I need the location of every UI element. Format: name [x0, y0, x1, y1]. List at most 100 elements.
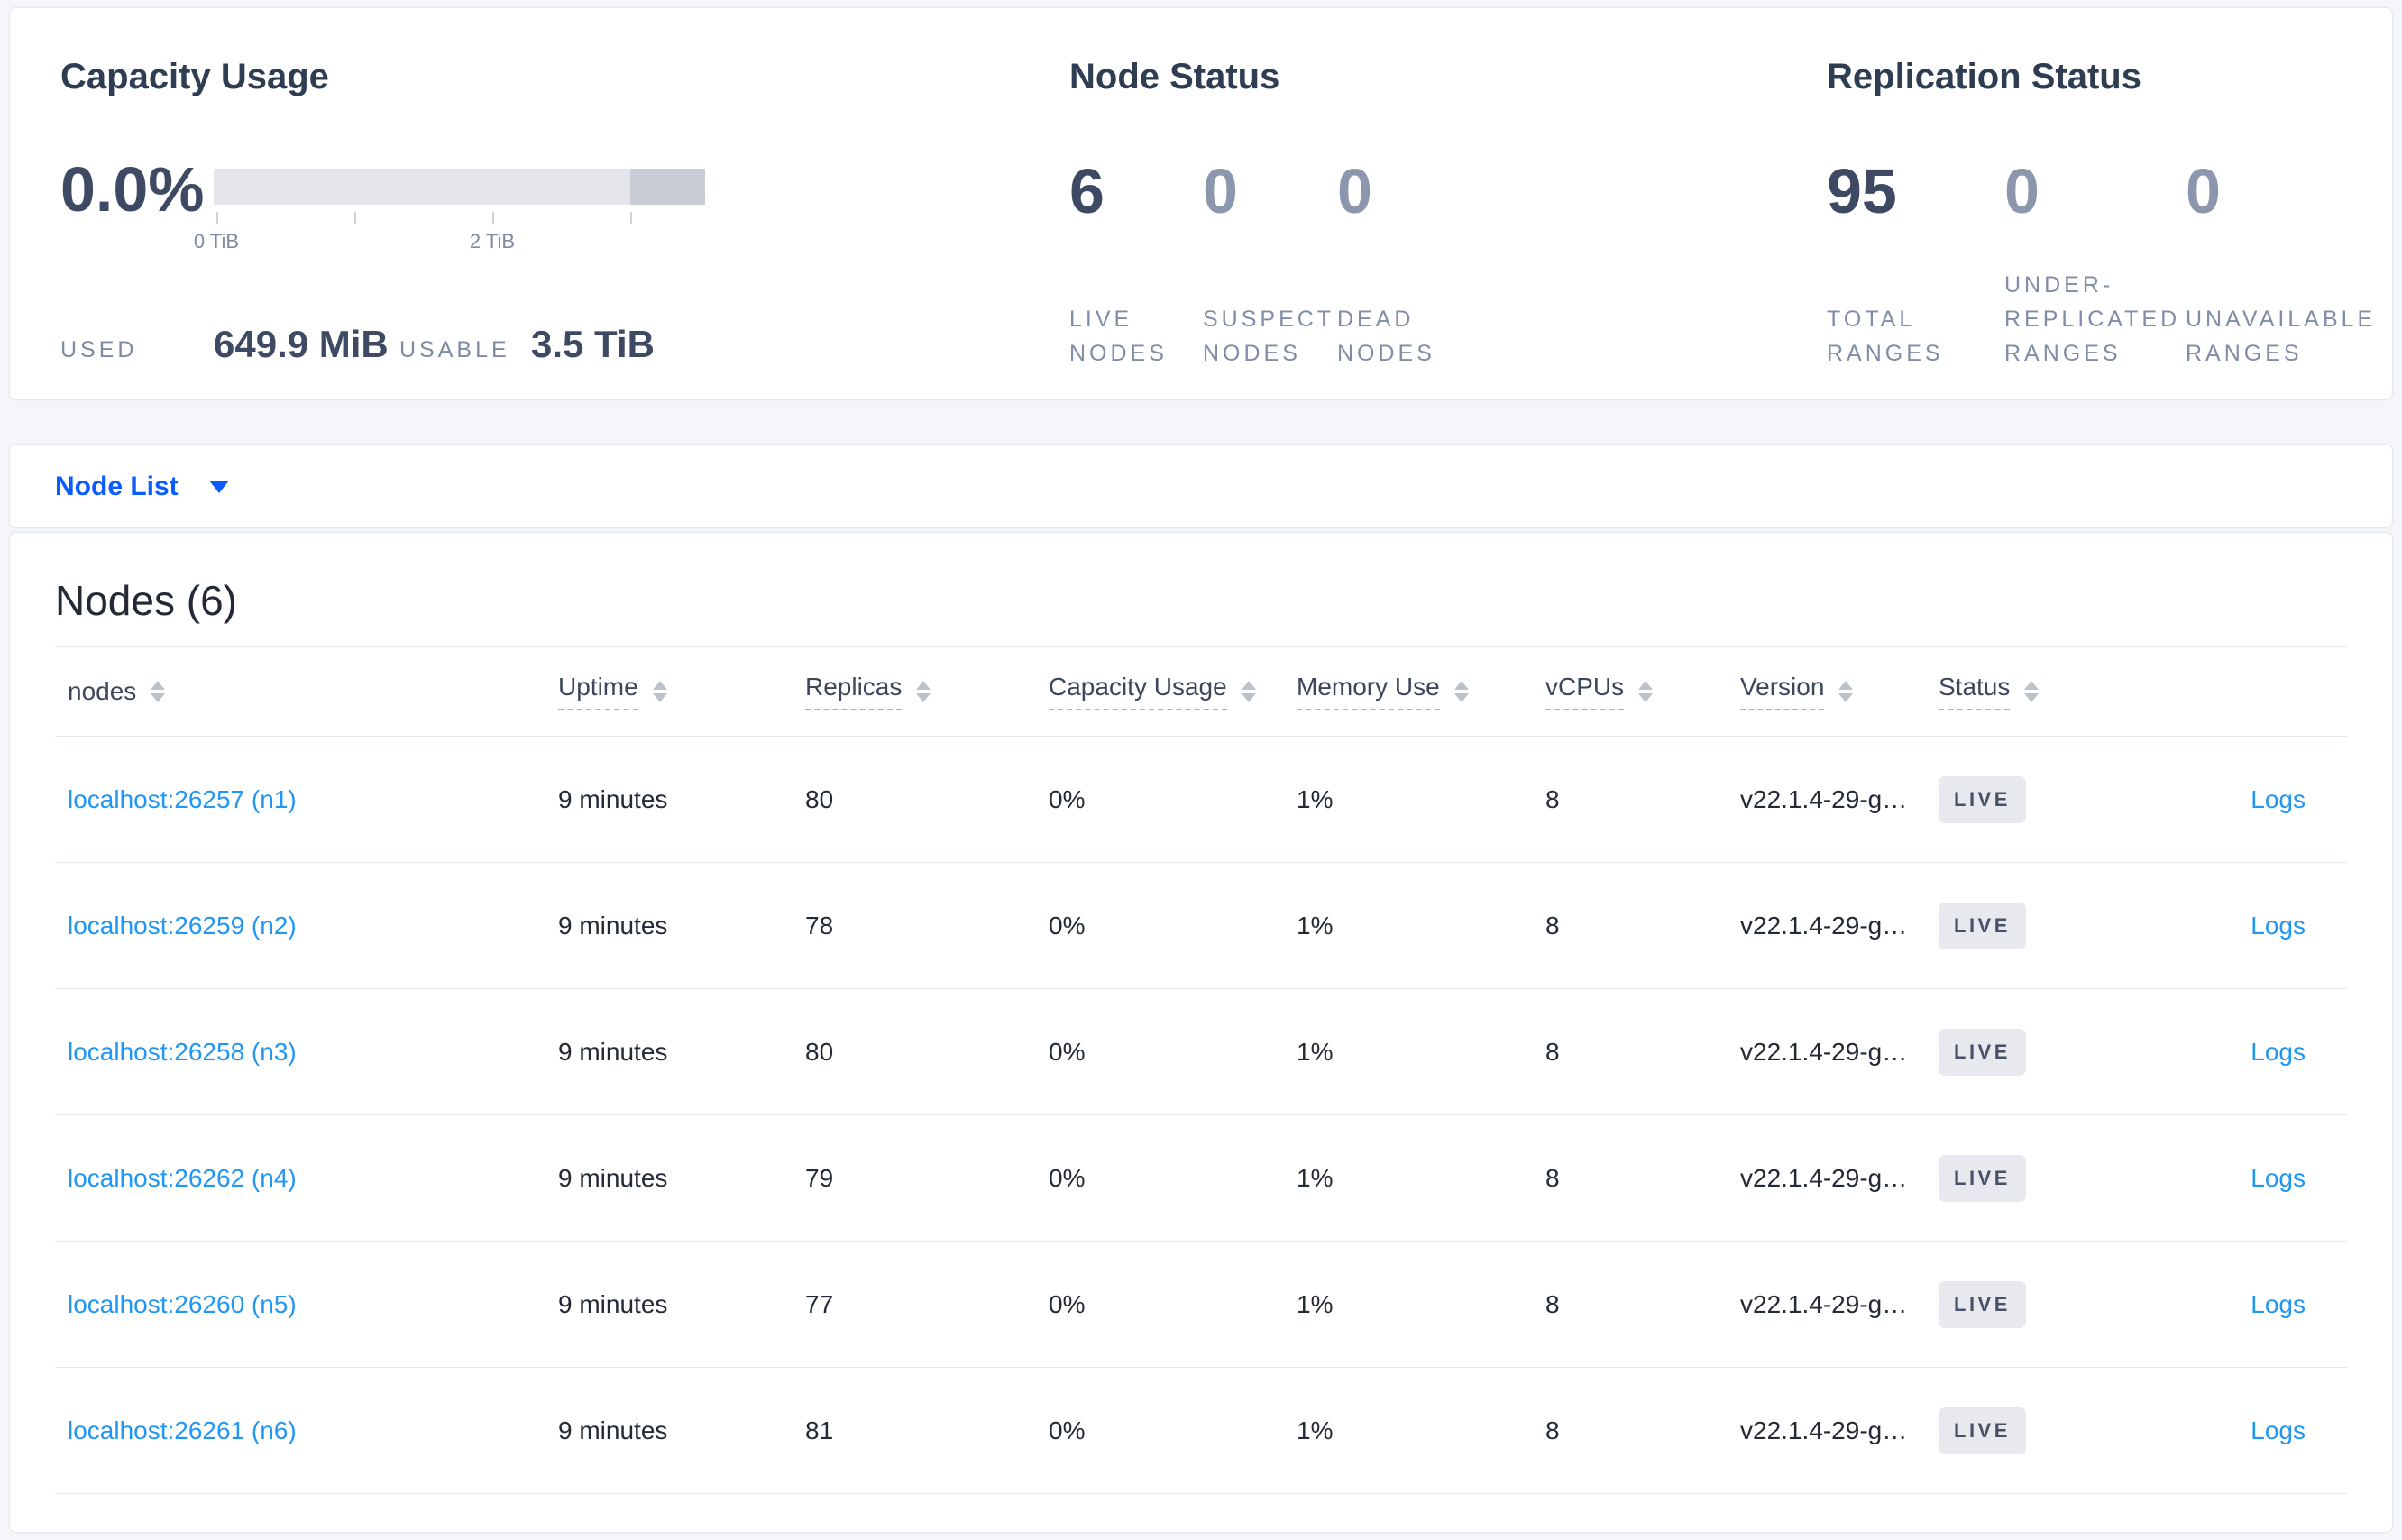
nodes-table-card: Nodes (6) nodes Uptime Replicas Capacity Us…: [9, 532, 2393, 1533]
gauge-tick: [354, 212, 356, 224]
cell-memory: 1%: [1297, 911, 1334, 940]
node-link[interactable]: localhost:26261 (n6): [68, 1416, 297, 1444]
table-row: localhost:26259 (n2) 9 minutes 78 0% 1% 8 v22.…: [55, 863, 2347, 989]
cell-vcpus: 8: [1545, 1163, 1560, 1192]
logs-link[interactable]: Logs: [2251, 1163, 2306, 1192]
sort-icon: [2024, 681, 2040, 702]
capacity-usage-title: Capacity Usage: [60, 57, 329, 96]
table-row: localhost:26257 (n1) 9 minutes 80 0% 1% 8 v22.…: [55, 737, 2347, 863]
cell-uptime: 9 minutes: [558, 1416, 668, 1444]
logs-link[interactable]: Logs: [2251, 911, 2306, 940]
cell-capacity: 0%: [1049, 911, 1086, 940]
table-header-row: nodes Uptime Replicas Capacity Usage Memory …: [55, 646, 2347, 737]
column-label-uptime: Uptime: [558, 673, 638, 710]
cell-uptime: 9 minutes: [558, 784, 668, 813]
live-nodes-label: LIVE NODES: [1069, 307, 1168, 366]
status-badge: LIVE: [1939, 775, 2026, 823]
suspect-nodes-label: SUSPECT NODES: [1203, 307, 1335, 366]
cluster-summary-panel: Capacity Usage 0.0% 0 TiB 2 TiB USED 649…: [9, 7, 2393, 400]
cell-capacity: 0%: [1049, 1416, 1086, 1444]
capacity-usage-section: Capacity Usage 0.0% 0 TiB 2 TiB USED 649…: [60, 55, 1016, 371]
cell-memory: 1%: [1297, 1416, 1334, 1444]
replication-labels: TOTAL RANGES UNDER- REPLICATED RANGES UN…: [1827, 268, 2384, 371]
cell-replicas: 78: [805, 911, 834, 940]
cell-replicas: 81: [805, 1416, 834, 1444]
cell-memory: 1%: [1297, 1289, 1334, 1318]
gauge-tick-label: 0 TiB: [193, 230, 240, 252]
unavailable-ranges-label: UNAVAILABLE RANGES: [2186, 307, 2377, 366]
cell-vcpus: 8: [1545, 784, 1560, 813]
dead-nodes-label: DEAD NODES: [1337, 307, 1435, 366]
unavailable-ranges-count: 0: [2186, 156, 2221, 226]
cell-vcpus: 8: [1545, 1037, 1560, 1066]
table-row: localhost:26260 (n5) 9 minutes 77 0% 1% 8 v22.…: [55, 1242, 2347, 1368]
column-header-uptime[interactable]: Uptime: [558, 673, 805, 710]
cell-version: v22.1.4-29-g…: [1740, 1416, 1908, 1444]
capacity-stats: USED 649.9 MiB USABLE 3.5 TiB: [60, 323, 655, 366]
status-badge: LIVE: [1939, 1154, 2026, 1202]
under-replicated-ranges-label: UNDER- REPLICATED RANGES: [2004, 272, 2181, 366]
node-link[interactable]: localhost:26257 (n1): [68, 784, 297, 813]
node-link[interactable]: localhost:26258 (n3): [68, 1037, 297, 1066]
cell-vcpus: 8: [1545, 911, 1560, 940]
table-row: localhost:26262 (n4) 9 minutes 79 0% 1% 8 v22.…: [55, 1115, 2347, 1242]
cell-replicas: 79: [805, 1163, 834, 1192]
column-header-replicas[interactable]: Replicas: [805, 673, 1049, 710]
node-link[interactable]: localhost:26262 (n4): [68, 1163, 297, 1192]
total-ranges-count: 95: [1827, 156, 1897, 226]
sort-icon: [1453, 681, 1469, 702]
cell-memory: 1%: [1297, 1163, 1334, 1192]
replication-status-section: Replication Status 95 0 0 TOTAL RANGES U…: [1827, 55, 2386, 371]
dead-nodes-count: 0: [1337, 156, 1372, 226]
live-nodes-count: 6: [1069, 156, 1105, 226]
status-badge: LIVE: [1939, 1028, 2026, 1076]
logs-link[interactable]: Logs: [2251, 1037, 2306, 1066]
usable-value: 3.5 TiB: [531, 323, 655, 365]
cell-memory: 1%: [1297, 784, 1334, 813]
column-header-version[interactable]: Version: [1740, 673, 1939, 710]
node-link[interactable]: localhost:26260 (n5): [68, 1289, 297, 1318]
cell-version: v22.1.4-29-g…: [1740, 1289, 1908, 1318]
cell-capacity: 0%: [1049, 1289, 1086, 1318]
sort-icon: [151, 681, 166, 702]
column-header-vcpus[interactable]: vCPUs: [1545, 673, 1740, 710]
sort-icon: [1241, 681, 1256, 702]
node-status-title: Node Status: [1069, 57, 1280, 96]
table-body: localhost:26257 (n1) 9 minutes 80 0% 1% 8 v22.…: [55, 737, 2347, 1494]
sort-icon: [1638, 681, 1654, 702]
replication-values: 95 0 0: [1827, 160, 2384, 223]
replication-status-title: Replication Status: [1827, 57, 2141, 96]
node-list-dropdown[interactable]: Node List: [55, 445, 229, 529]
cell-replicas: 80: [805, 784, 834, 813]
logs-link[interactable]: Logs: [2251, 1289, 2306, 1318]
cell-uptime: 9 minutes: [558, 1163, 668, 1192]
column-label-status: Status: [1939, 673, 2011, 710]
capacity-gauge: 0 TiB 2 TiB: [194, 169, 705, 252]
cell-version: v22.1.4-29-g…: [1740, 1163, 1908, 1192]
capacity-used-percent: 0.0%: [60, 154, 205, 225]
cell-replicas: 80: [805, 1037, 834, 1066]
cell-uptime: 9 minutes: [558, 1037, 668, 1066]
status-badge: LIVE: [1939, 902, 2026, 949]
node-link[interactable]: localhost:26259 (n2): [68, 911, 297, 940]
logs-link[interactable]: Logs: [2251, 784, 2306, 813]
node-status-labels: LIVE NODES SUSPECT NODES DEAD NODES: [1069, 302, 1499, 371]
column-header-capacity[interactable]: Capacity Usage: [1049, 673, 1297, 710]
capacity-gauge-bar: [214, 169, 705, 205]
column-header-status[interactable]: Status: [1939, 673, 2164, 710]
gauge-usable-segment: [214, 169, 630, 205]
suspect-nodes-count: 0: [1203, 156, 1238, 226]
column-header-memory[interactable]: Memory Use: [1297, 673, 1545, 710]
sort-icon: [1838, 681, 1854, 702]
nodes-table-title: Nodes (6): [55, 577, 237, 624]
cell-vcpus: 8: [1545, 1416, 1560, 1444]
table-row: localhost:26261 (n6) 9 minutes 81 0% 1% 8 v22.…: [55, 1368, 2347, 1494]
gauge-tick: [630, 212, 632, 224]
cell-memory: 1%: [1297, 1037, 1334, 1066]
column-label-vcpus: vCPUs: [1545, 673, 1625, 710]
logs-link[interactable]: Logs: [2251, 1416, 2306, 1444]
column-header-node[interactable]: nodes: [55, 677, 558, 706]
view-selector-bar: Node List: [9, 444, 2393, 528]
gauge-tick: [216, 212, 218, 224]
